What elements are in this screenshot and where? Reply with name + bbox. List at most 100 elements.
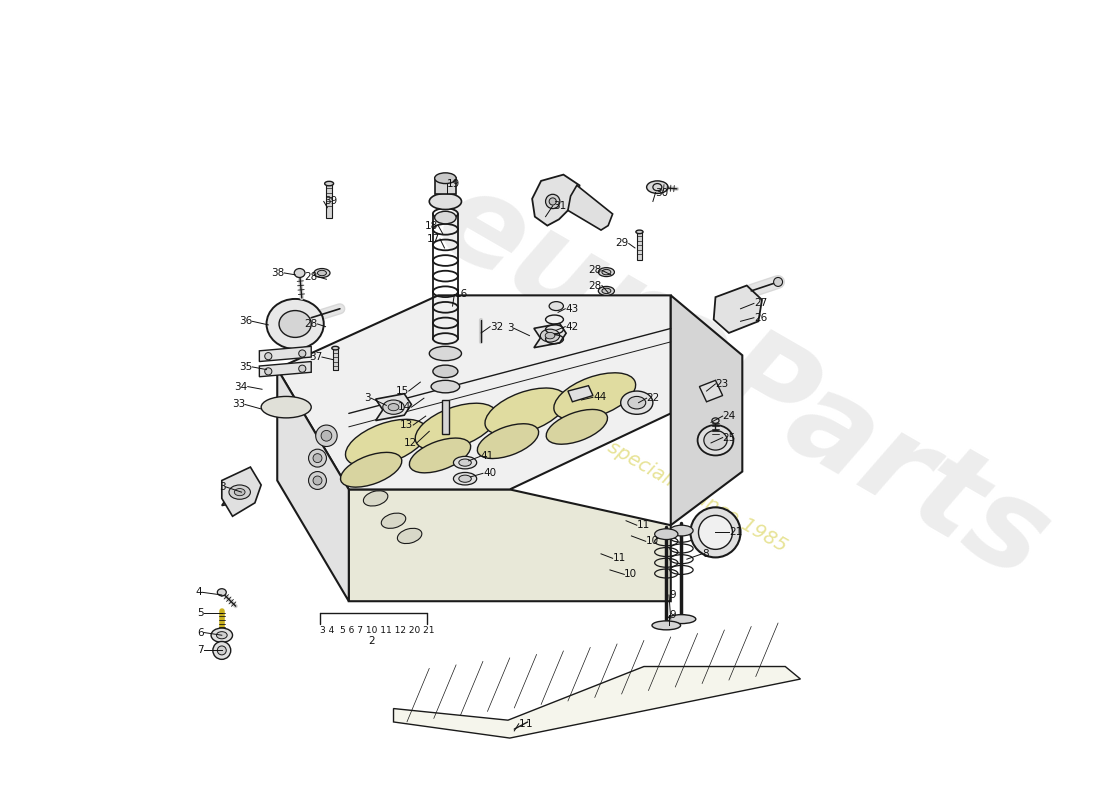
Bar: [434, 178, 456, 194]
Text: a porsche specialist since 1985: a porsche specialist since 1985: [516, 387, 790, 556]
Ellipse shape: [433, 365, 458, 378]
Ellipse shape: [345, 419, 427, 466]
Text: 5: 5: [197, 608, 204, 618]
Ellipse shape: [261, 397, 311, 418]
Ellipse shape: [382, 513, 406, 528]
Text: 28: 28: [305, 319, 318, 329]
Text: euroParts: euroParts: [416, 158, 1069, 606]
Ellipse shape: [547, 410, 607, 444]
Text: 40: 40: [483, 468, 496, 478]
Ellipse shape: [415, 403, 497, 450]
Polygon shape: [671, 295, 742, 526]
Text: 33: 33: [232, 399, 245, 410]
Circle shape: [549, 198, 557, 205]
Polygon shape: [375, 394, 411, 421]
Ellipse shape: [363, 490, 388, 506]
Text: 10: 10: [646, 536, 659, 546]
Text: 42: 42: [565, 322, 579, 332]
Polygon shape: [534, 323, 566, 348]
Bar: [637, 232, 641, 261]
Polygon shape: [700, 380, 723, 402]
Polygon shape: [532, 174, 580, 226]
Text: 4: 4: [196, 587, 202, 598]
Ellipse shape: [229, 485, 251, 499]
Ellipse shape: [429, 346, 462, 361]
Ellipse shape: [546, 332, 554, 339]
Text: 3: 3: [364, 394, 371, 403]
Text: 17: 17: [427, 234, 440, 244]
Text: 39: 39: [323, 197, 337, 206]
Text: 3: 3: [219, 482, 225, 492]
Text: 11: 11: [613, 554, 626, 563]
Text: 38: 38: [272, 268, 285, 278]
Text: 32: 32: [491, 322, 504, 332]
Ellipse shape: [540, 329, 560, 342]
Ellipse shape: [397, 528, 421, 543]
Ellipse shape: [598, 286, 615, 295]
Text: 14: 14: [398, 402, 411, 412]
Ellipse shape: [279, 310, 311, 338]
Ellipse shape: [477, 424, 539, 458]
Text: 22: 22: [647, 394, 660, 403]
Ellipse shape: [598, 268, 615, 277]
Ellipse shape: [602, 288, 610, 294]
Text: 21: 21: [729, 527, 743, 538]
Text: 29: 29: [616, 238, 629, 249]
Text: 11: 11: [637, 520, 650, 530]
Circle shape: [309, 449, 327, 467]
Text: 16: 16: [454, 290, 467, 299]
Text: 6: 6: [197, 627, 204, 638]
Ellipse shape: [654, 529, 678, 539]
Ellipse shape: [704, 430, 727, 450]
Ellipse shape: [453, 473, 476, 485]
Circle shape: [773, 278, 782, 286]
Ellipse shape: [318, 270, 327, 276]
Text: 30: 30: [656, 187, 669, 198]
Text: 34: 34: [234, 382, 248, 391]
Ellipse shape: [341, 452, 402, 487]
Ellipse shape: [691, 507, 740, 558]
Ellipse shape: [698, 515, 733, 550]
Ellipse shape: [553, 373, 636, 420]
Text: 9: 9: [669, 610, 675, 620]
Ellipse shape: [217, 632, 228, 638]
Polygon shape: [568, 186, 613, 230]
Polygon shape: [394, 666, 801, 738]
Ellipse shape: [652, 621, 681, 630]
Circle shape: [265, 368, 272, 375]
Polygon shape: [260, 346, 311, 362]
Ellipse shape: [485, 388, 566, 435]
Polygon shape: [349, 490, 671, 602]
Ellipse shape: [670, 526, 693, 536]
Text: 13: 13: [400, 420, 414, 430]
Text: 37: 37: [309, 352, 322, 362]
Ellipse shape: [549, 302, 563, 310]
Circle shape: [314, 454, 322, 462]
Ellipse shape: [434, 211, 456, 224]
Ellipse shape: [653, 183, 662, 190]
Circle shape: [309, 471, 327, 490]
Text: 28: 28: [588, 281, 602, 290]
Ellipse shape: [431, 380, 460, 393]
Circle shape: [299, 350, 306, 357]
Ellipse shape: [429, 194, 462, 210]
Ellipse shape: [332, 346, 339, 350]
Text: 7: 7: [197, 646, 204, 655]
Ellipse shape: [602, 270, 610, 274]
Text: 19: 19: [448, 178, 461, 189]
Circle shape: [316, 425, 338, 446]
Polygon shape: [277, 369, 349, 602]
Text: 26: 26: [754, 313, 767, 322]
Bar: [442, 400, 449, 434]
Ellipse shape: [636, 230, 644, 234]
Ellipse shape: [712, 418, 719, 423]
Polygon shape: [568, 386, 593, 402]
Ellipse shape: [409, 438, 471, 473]
Text: 27: 27: [754, 298, 767, 309]
Text: 9: 9: [669, 590, 675, 600]
Text: 8: 8: [702, 549, 708, 559]
Text: 3: 3: [507, 323, 515, 334]
Ellipse shape: [434, 173, 456, 183]
Polygon shape: [277, 295, 671, 490]
Circle shape: [546, 194, 560, 209]
